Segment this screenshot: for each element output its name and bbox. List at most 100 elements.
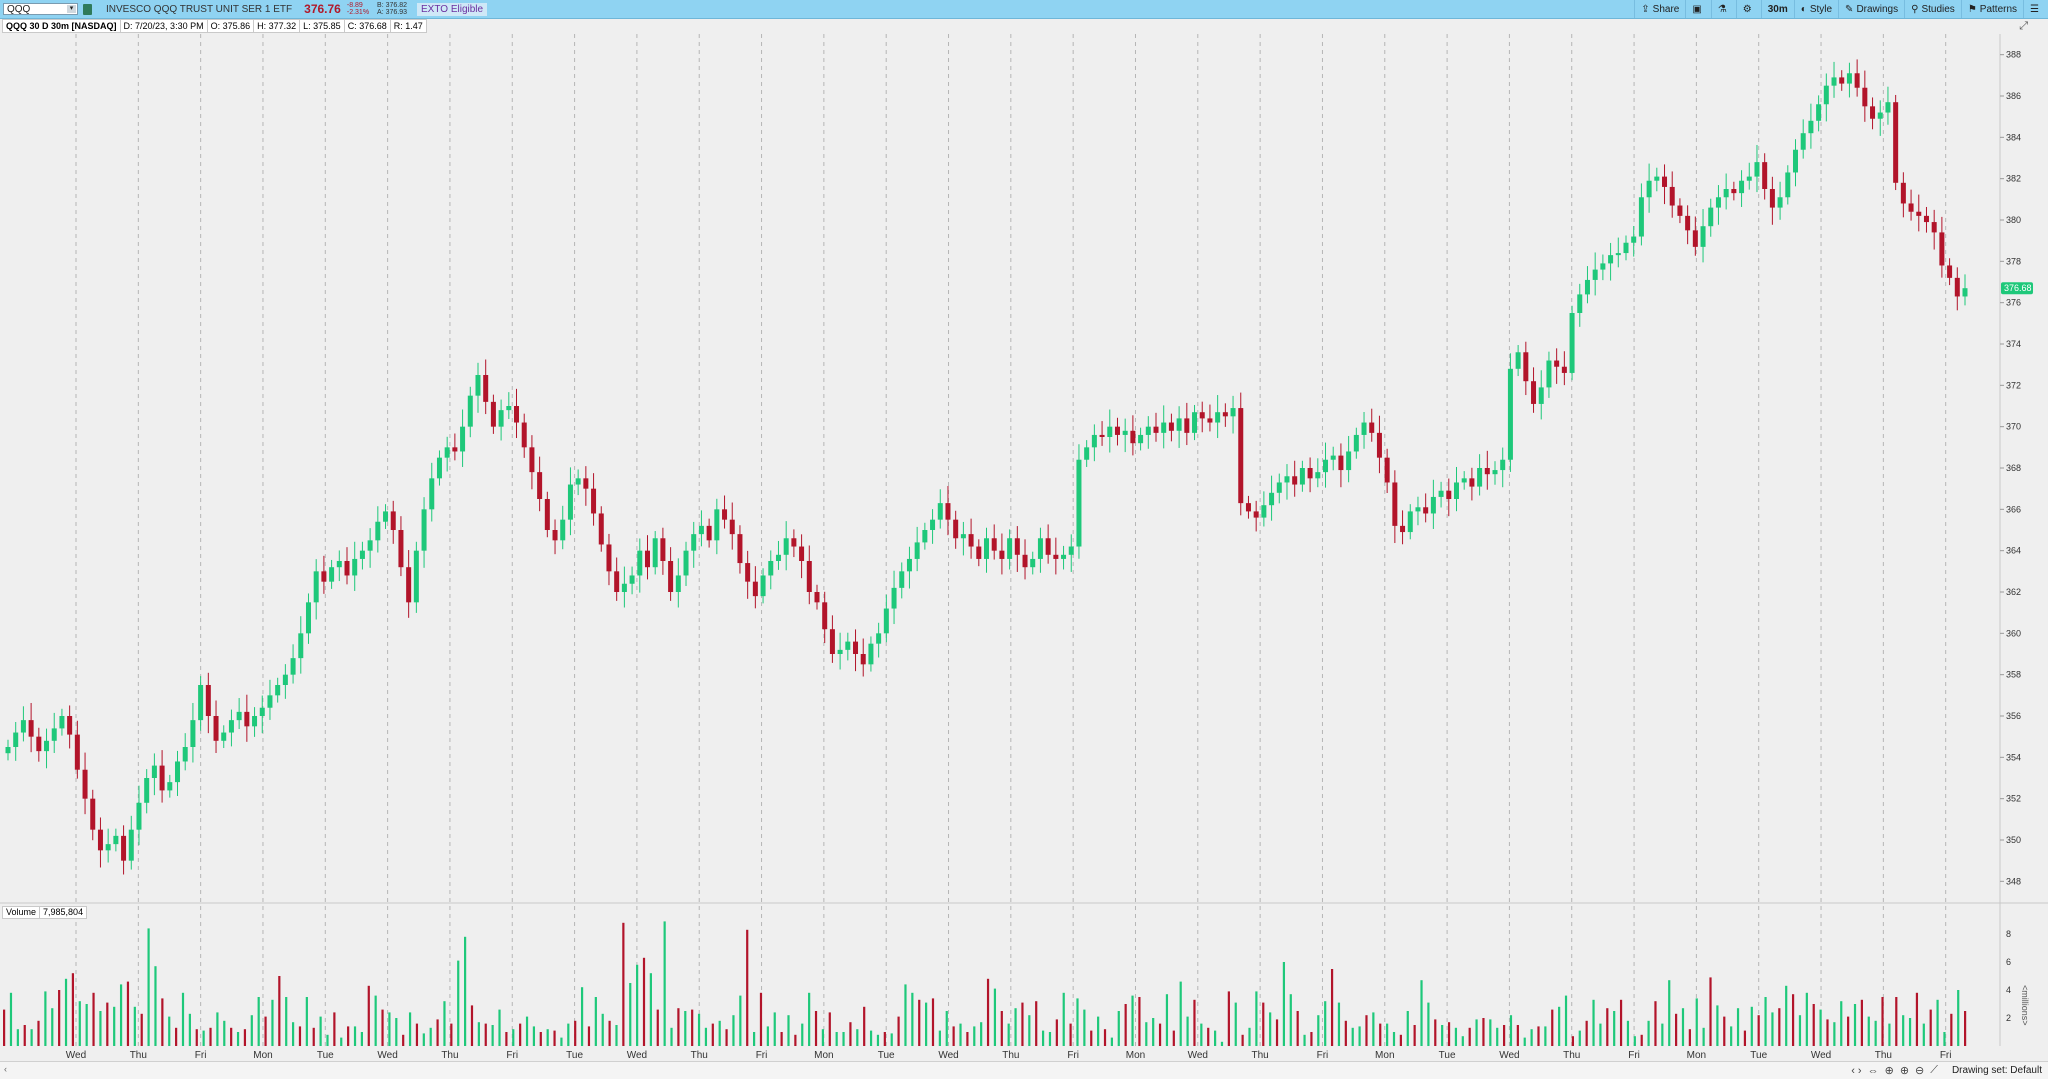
candle-body [167, 782, 173, 791]
x-tick-label: Fri [1317, 1050, 1329, 1060]
price-tick-label: 380 [2006, 215, 2021, 225]
volume-bar [1716, 1005, 1719, 1046]
candle-body [1400, 525, 1406, 533]
chart-title[interactable]: QQQ 30 D 30m [NASDAQ] [2, 19, 121, 33]
candle-body [745, 563, 751, 582]
symbol-input[interactable]: QQQ ▾ [3, 3, 78, 15]
candle-body [1037, 538, 1043, 559]
volume-bar [1957, 990, 1960, 1046]
candle-body [490, 401, 496, 427]
volume-bar [1468, 1027, 1471, 1046]
current-price-tag [2001, 282, 2033, 295]
volume-bar [1688, 1029, 1691, 1046]
scroll-left-icon[interactable]: ‹ [4, 1064, 7, 1074]
volume-bar [1227, 991, 1230, 1046]
volume-bar [1090, 1030, 1093, 1046]
volume-label[interactable]: Volume [2, 906, 41, 919]
candle-body [906, 558, 912, 572]
candle-body [1284, 476, 1290, 483]
candle-body [1762, 162, 1768, 189]
volume-bar [842, 1032, 845, 1046]
x-tick-label: Wed [66, 1050, 86, 1060]
volume-bar [30, 1029, 33, 1046]
candle-body [768, 561, 774, 576]
candle-body [290, 658, 296, 675]
volume-bar [195, 1029, 198, 1046]
volume-bar [291, 1022, 295, 1046]
candle-body [1507, 368, 1513, 460]
volume-bar [1317, 1015, 1320, 1046]
volume-bar [1000, 1011, 1003, 1046]
settings-button[interactable]: ⚙ [1735, 0, 1761, 18]
candle-body [1245, 503, 1251, 512]
volume-bar [594, 997, 597, 1046]
menu-button[interactable]: ☰ [2023, 0, 2048, 18]
exto-badge[interactable]: EXTO Eligible [417, 2, 488, 16]
volume-bar [828, 1012, 831, 1046]
price-tick-label: 370 [2006, 422, 2021, 432]
candle-body [953, 519, 959, 539]
symbol-link-icon[interactable] [83, 3, 92, 15]
volume-bar [1943, 1032, 1946, 1046]
pan-icon[interactable]: ⇔ [1867, 1064, 1879, 1077]
volume-bar [147, 928, 150, 1046]
style-button[interactable]: ◐ Style [1793, 0, 1838, 18]
volume-bar [1936, 999, 1939, 1046]
snapshot-button[interactable]: ▣ [1685, 0, 1710, 18]
volume-bar [574, 1020, 577, 1046]
candle-body [298, 633, 304, 659]
candle-body [914, 542, 920, 559]
volume-bar [1392, 1032, 1396, 1046]
volume-bar [353, 1026, 357, 1046]
scroll-arrows-icon[interactable]: ‹ › [1851, 1064, 1862, 1077]
patterns-icon: ⚑ [1967, 3, 1977, 15]
style-icon: ◐ [1800, 3, 1807, 15]
price-tick-label: 352 [2006, 794, 2021, 804]
volume-bar [560, 1037, 563, 1046]
crosshair-icon[interactable]: ⊕ [1884, 1065, 1894, 1077]
candle-body [591, 488, 597, 514]
candle-body [1654, 176, 1660, 181]
candle-body [1238, 408, 1244, 504]
volume-bar [1922, 1023, 1925, 1046]
price-tick-label: 368 [2006, 463, 2021, 473]
volume-bar [422, 1033, 425, 1046]
volume-bar [367, 985, 370, 1046]
volume-bar [1062, 992, 1065, 1046]
x-tick-label: Tue [317, 1050, 334, 1060]
candle-body [1731, 189, 1737, 194]
price-tick-label: 362 [2006, 587, 2021, 597]
candle-body [90, 798, 96, 830]
studies-button[interactable]: ⚲ Studies [1904, 0, 1961, 18]
volume-bar [1434, 1019, 1437, 1046]
volume-bar [1496, 1027, 1499, 1046]
symbol-dropdown-icon[interactable]: ▾ [67, 5, 76, 13]
candle-body [367, 540, 373, 551]
candle-body [1145, 426, 1151, 435]
flask-button[interactable]: ⚗ [1710, 0, 1736, 18]
drawing-set-label[interactable]: Drawing set: Default [1951, 1065, 2042, 1076]
candle-body [1839, 77, 1845, 84]
menu-icon: ☰ [2030, 3, 2039, 15]
volume-bar [615, 1025, 618, 1046]
x-tick-label: Fri [1940, 1050, 1952, 1060]
zoom-in-icon[interactable]: ⊕ [1899, 1065, 1910, 1077]
candle-body [1800, 133, 1806, 150]
expand-icon[interactable]: ⤢ [2019, 20, 2028, 32]
volume-bar [677, 1008, 680, 1046]
volume-bar [285, 997, 288, 1046]
candle-body [1777, 197, 1783, 208]
volume-bar [1654, 1001, 1657, 1046]
interval-button[interactable]: 30m [1760, 0, 1794, 18]
volume-bar [1929, 1009, 1932, 1046]
x-tick-label: Wed [1499, 1050, 1519, 1060]
volume-bar [980, 1022, 983, 1046]
volume-bar [92, 992, 95, 1046]
share-button[interactable]: ⇪ Share [1634, 0, 1685, 18]
volume-bar [161, 998, 164, 1046]
draw-line-icon[interactable]: ⟋ [1930, 1064, 1938, 1076]
zoom-out-icon[interactable]: ⊖ [1915, 1065, 1925, 1077]
drawings-button[interactable]: ✎ Drawings [1838, 0, 1904, 18]
patterns-button[interactable]: ⚑ Patterns [1960, 0, 2023, 18]
